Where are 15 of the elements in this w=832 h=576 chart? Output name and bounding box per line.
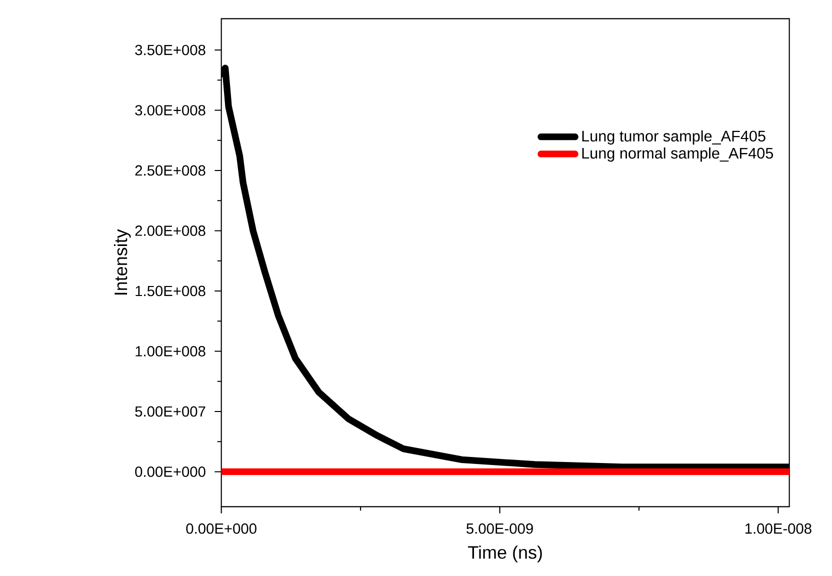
x-tick-label: 0.00E+000	[186, 523, 256, 534]
y-tick-label: 1.50E+008	[136, 286, 206, 296]
y-tick-label: 3.50E+008	[135, 44, 206, 56]
x-tick-label: 5.00E-009	[466, 523, 533, 534]
y-tick-label: 2.50E+008	[135, 165, 206, 176]
x-axis-title: Time (ns)	[468, 546, 542, 562]
x-tick-label: 1.00E-008	[745, 523, 812, 534]
y-tick-label: 1.00E+008	[136, 346, 206, 356]
y-axis-title: Intensity	[114, 229, 131, 295]
y-tick-label: 5.00E+007	[135, 406, 206, 417]
y-tick-label: 2.00E+008	[135, 226, 206, 236]
y-tick-label: 3.00E+008	[135, 105, 206, 116]
y-tick-label: 0.00E+000	[135, 466, 206, 477]
legend-label: Lung normal sample_AF405	[582, 147, 774, 162]
legend-label: Lung tumor sample_AF405	[582, 130, 766, 145]
